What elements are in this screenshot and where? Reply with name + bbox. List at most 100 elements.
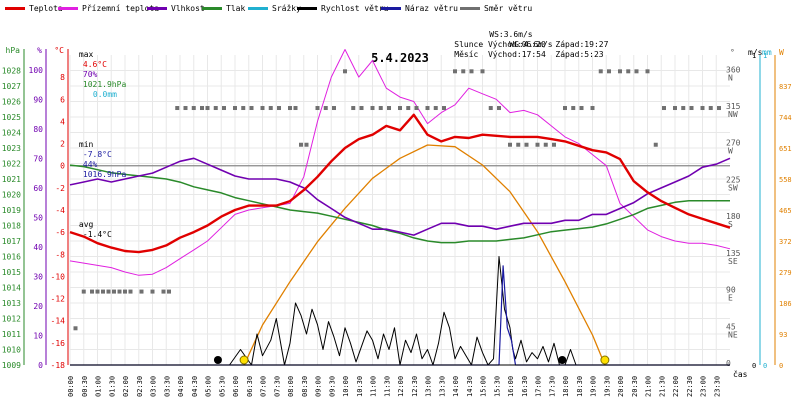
humidity-axis-tick: 20 [33, 302, 43, 311]
direction-axis-label: NE [728, 330, 738, 339]
legend-swatch [297, 7, 317, 10]
x-tick-label: 06:30 [246, 376, 254, 397]
wind-direction-point [508, 142, 512, 147]
legend-item: Tlak [202, 4, 245, 13]
pressure-axis-tick: 1019 [2, 206, 21, 215]
wind-direction-point [653, 142, 658, 147]
series-rychlost-v-tru [70, 256, 730, 366]
sun-line: Slunce Východ:06:20 Západ:19:27 [454, 40, 609, 49]
wind-direction-point [161, 289, 166, 294]
wind-direction-point [524, 142, 529, 147]
pressure-axis-tick: 1017 [2, 237, 21, 246]
wind-direction-point [95, 289, 100, 294]
wind-direction-point [167, 289, 171, 294]
wind-direction-point [81, 289, 86, 294]
direction-axis-label: NW [728, 110, 738, 119]
legend-swatch [381, 7, 401, 10]
humidity-axis-tick: 80 [33, 125, 43, 134]
solar-axis-tick: 558 [779, 176, 792, 184]
legend-item: Přízemní teplota [58, 4, 159, 13]
temperature-axis-tick: -8 [55, 250, 65, 259]
pressure-axis-tick: 1010 [2, 346, 21, 355]
wind-direction-point [673, 106, 677, 111]
stats-max-rain: 0.0mm [92, 90, 117, 99]
direction-axis-tick: 135 [726, 249, 741, 258]
temperature-axis-tick: -6 [55, 228, 65, 237]
wind-direction-point [150, 289, 155, 294]
legend-item: Teplota [5, 4, 63, 13]
pressure-axis-tick: 1021 [2, 175, 21, 184]
x-axis-title: čas [733, 369, 748, 379]
wind-direction-point [425, 106, 430, 111]
wind-direction-point [398, 106, 402, 111]
series-solar [243, 144, 606, 366]
wind-direction-point [469, 69, 474, 74]
temperature-axis-tick: -10 [51, 272, 66, 281]
x-tick-label: 02:30 [136, 376, 144, 397]
wind-direction-point [359, 106, 364, 111]
x-tick-label: 07:30 [273, 376, 281, 397]
humidity-axis-tick: 0 [38, 361, 43, 370]
solar-axis-tick: 279 [779, 269, 792, 277]
series-teplota [69, 113, 731, 254]
temperature-axis-tick: 0 [60, 162, 65, 171]
pressure-axis-tick: 1024 [2, 129, 21, 138]
pressure-axis-unit: hPa [6, 46, 21, 55]
wind-direction-point [315, 106, 320, 111]
x-tick-label: 20:00 [617, 376, 625, 397]
x-tick-label: 14:00 [452, 376, 460, 397]
wind-direction-point [191, 106, 196, 111]
x-tick-label: 01:30 [108, 376, 116, 397]
direction-axis-label: E [728, 294, 733, 303]
direction-axis-tick: 0 [726, 359, 731, 368]
x-tick-label: 22:00 [672, 376, 680, 397]
wind-direction-point [700, 106, 705, 111]
wind-direction-point [497, 106, 501, 111]
x-tick-label: 23:30 [713, 376, 721, 397]
wind-direction-point [563, 106, 567, 111]
wind-direction-point [708, 106, 713, 111]
wind-direction-point [90, 289, 94, 294]
legend-label: Vlhkost [171, 4, 205, 13]
solar-axis-tick: 465 [779, 207, 792, 215]
solar-axis-tick: 744 [779, 114, 792, 122]
x-tick-label: 11:00 [370, 376, 378, 397]
direction-axis-label: N [728, 73, 733, 82]
legend-swatch [248, 7, 268, 10]
solar-axis-unit: W [779, 48, 784, 57]
wind-direction-point [233, 106, 237, 111]
direction-axis-label: S [728, 220, 733, 229]
moonset-marker [213, 356, 222, 364]
wind-direction-point [535, 142, 540, 147]
wind-direction-point [461, 69, 466, 74]
wind-direction-point [323, 106, 328, 111]
legend-swatch [460, 7, 480, 10]
wind-direction-point [579, 106, 584, 111]
wind-direction-point [222, 106, 226, 111]
x-tick-label: 08:00 [287, 376, 295, 397]
direction-axis-tick: 225 [726, 175, 741, 184]
x-tick-label: 20:30 [631, 376, 639, 397]
direction-axis-tick: 315 [726, 102, 741, 111]
legend-item: Vlhkost [147, 4, 205, 13]
x-tick-label: 19:30 [603, 376, 611, 397]
wind-direction-point [175, 106, 180, 111]
wind-direction-point [717, 106, 721, 111]
wind-direction-point [128, 289, 133, 294]
humidity-axis-tick: 40 [33, 243, 43, 252]
wind-direction-point [351, 106, 356, 111]
x-tick-label: 09:00 [315, 376, 323, 397]
x-tick-label: 16:00 [507, 376, 515, 397]
wind-direction-point [488, 106, 493, 111]
wind-direction-point [387, 106, 391, 111]
wind-direction-point [73, 326, 78, 331]
x-tick-label: 22:30 [686, 376, 694, 397]
stats-max-label: max [78, 50, 94, 59]
x-tick-label: 17:00 [535, 376, 543, 397]
wind-direction-point [260, 106, 265, 111]
humidity-axis-tick: 70 [33, 154, 43, 163]
x-tick-label: 10:30 [356, 376, 364, 397]
wind-direction-point [343, 69, 347, 74]
